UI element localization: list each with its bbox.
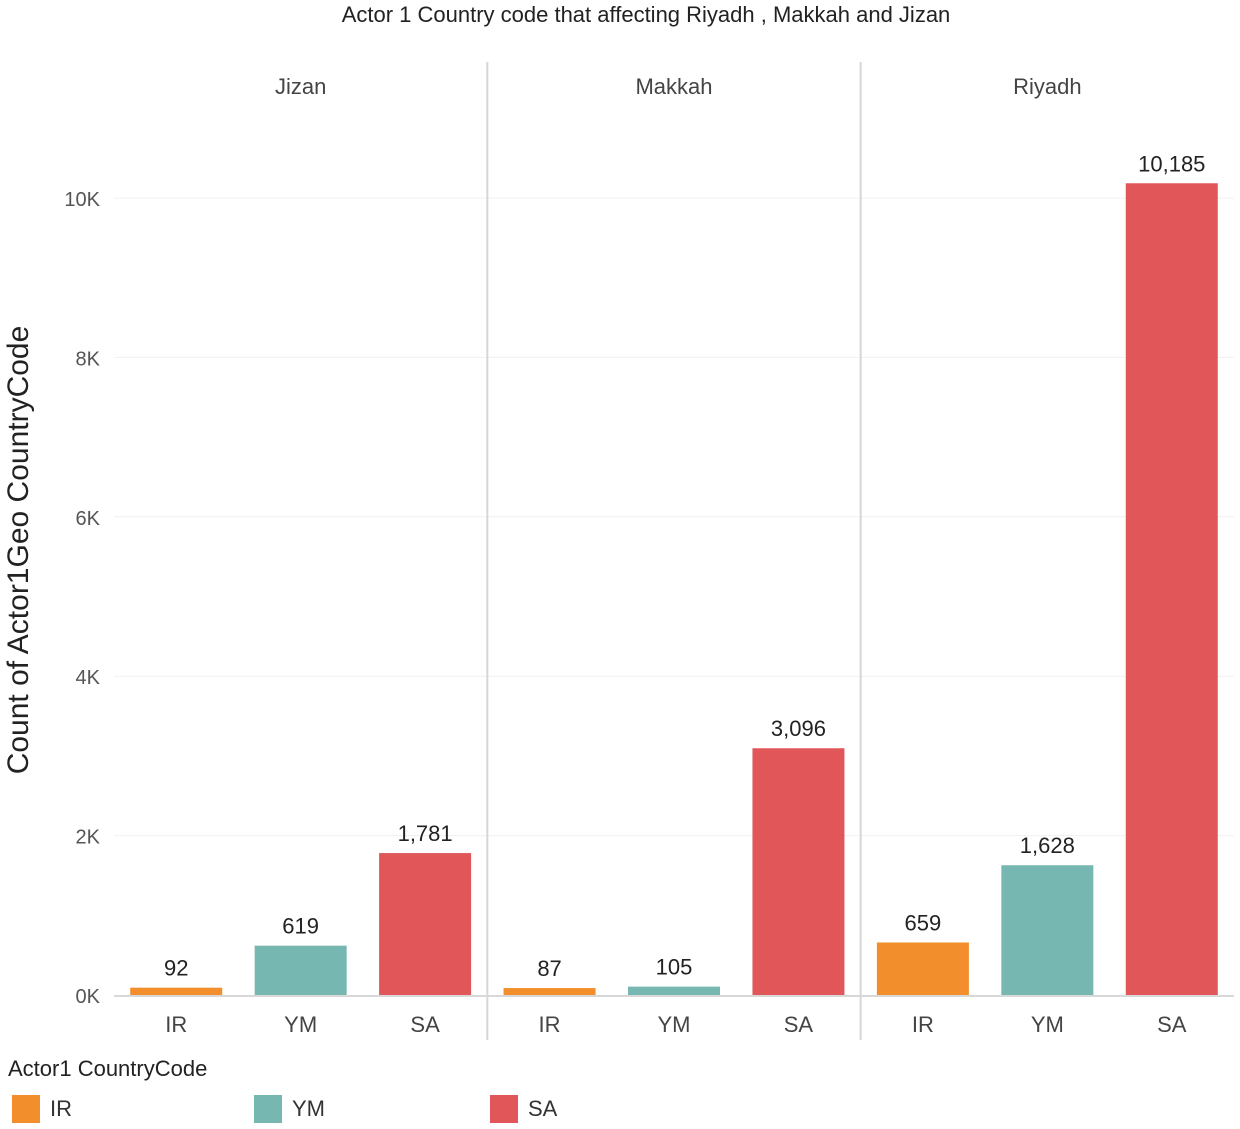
legend-item-sa[interactable]: SA <box>490 1094 557 1124</box>
bar-makkah-ym <box>628 986 720 995</box>
x-tick-label: SA <box>410 1012 440 1037</box>
legend-swatch-ir <box>12 1095 40 1123</box>
bar-riyadh-sa <box>1125 183 1218 995</box>
facet-panels: Jizan 92 IR 619 YM 1,781 SA Makkah 87 IR 105 YM 3,09… <box>114 62 1234 1040</box>
y-tick-label: 2K <box>76 827 101 849</box>
x-tick-label: SA <box>784 1012 814 1037</box>
panel-header: Jizan <box>275 74 326 99</box>
legend-swatch-sa <box>490 1095 518 1123</box>
legend: Actor1 CountryCode IR YM SA <box>8 1052 808 1129</box>
legend-label-ym: YM <box>292 1096 325 1121</box>
bar-jizan-sa <box>379 853 472 995</box>
data-label: 1,781 <box>398 821 453 846</box>
facet-panel-makkah: Makkah 87 IR 105 YM 3,096 SA <box>486 62 845 1040</box>
y-tick-label: 8K <box>76 348 101 370</box>
data-label: 87 <box>537 956 561 981</box>
bar-jizan-ym <box>254 945 347 995</box>
y-tick-label: 10K <box>64 189 100 211</box>
legend-label-ir: IR <box>50 1096 72 1121</box>
x-tick-label: YM <box>1031 1012 1064 1037</box>
data-label: 619 <box>282 914 319 939</box>
bar-makkah-sa <box>752 748 845 995</box>
y-axis-label: Count of Actor1Geo CountryCode <box>2 326 35 775</box>
facet-panel-riyadh: Riyadh 659 IR 1,628 YM 10,185 SA <box>859 62 1218 1040</box>
data-label: 1,628 <box>1020 833 1075 858</box>
y-axis-ticks: 0K 2K 4K 6K 8K 10K <box>64 189 100 1008</box>
x-tick-label: YM <box>658 1012 691 1037</box>
chart-title: Actor 1 Country code that affecting Riya… <box>342 2 951 27</box>
bar-chart: Actor 1 Country code that affecting Riya… <box>2 2 1234 1040</box>
x-tick-label: IR <box>539 1012 561 1037</box>
legend-label-sa: SA <box>528 1096 558 1121</box>
data-label: 92 <box>164 956 188 981</box>
data-label: 10,185 <box>1138 151 1205 176</box>
legend-title: Actor1 CountryCode <box>8 1056 208 1081</box>
y-tick-label: 4K <box>76 667 101 689</box>
facet-panel-jizan: Jizan 92 IR 619 YM 1,781 SA <box>130 74 472 1037</box>
x-tick-label: IR <box>165 1012 187 1037</box>
bar-riyadh-ir <box>876 942 969 995</box>
bar-jizan-ir <box>130 987 223 995</box>
data-label: 105 <box>656 955 693 980</box>
bar-makkah-ir <box>503 988 596 995</box>
legend-item-ir[interactable]: IR <box>12 1094 72 1124</box>
panel-header: Riyadh <box>1013 74 1081 99</box>
bar-riyadh-ym <box>1001 865 1094 995</box>
data-label: 659 <box>905 910 942 935</box>
panel-header: Makkah <box>635 74 712 99</box>
x-tick-label: YM <box>284 1012 317 1037</box>
y-tick-label: 0K <box>76 986 101 1008</box>
legend-item-ym[interactable]: YM <box>254 1094 325 1124</box>
gridlines <box>114 197 1234 837</box>
x-tick-label: IR <box>912 1012 934 1037</box>
y-tick-label: 6K <box>76 508 101 530</box>
data-label: 3,096 <box>771 716 826 741</box>
x-tick-label: SA <box>1157 1012 1187 1037</box>
legend-swatch-ym <box>254 1095 282 1123</box>
